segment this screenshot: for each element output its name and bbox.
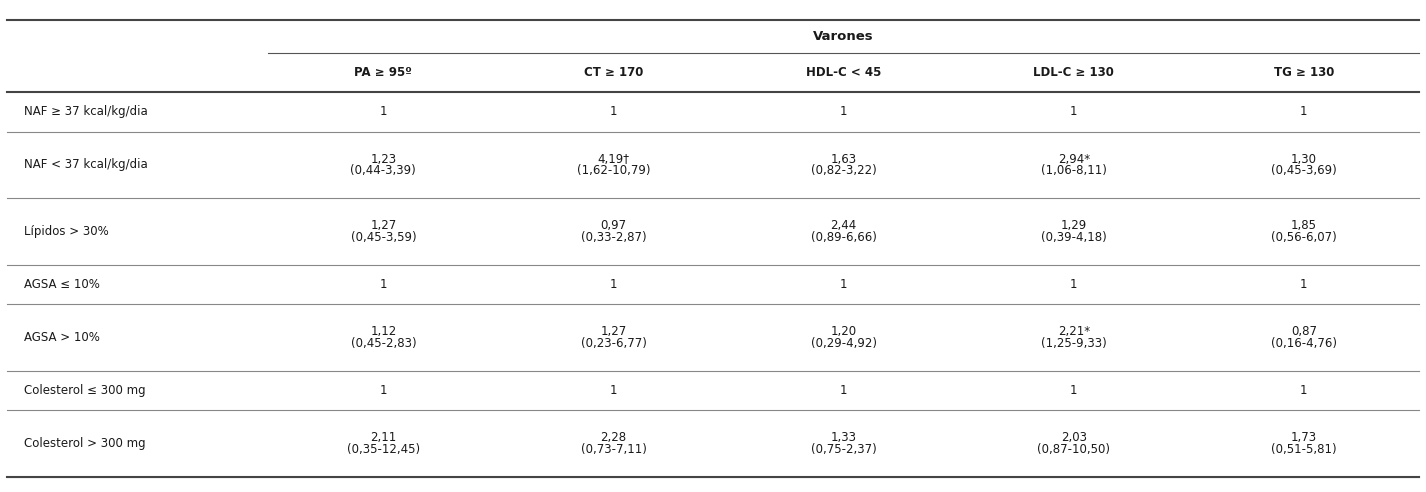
Text: 1,23: 1,23 — [371, 153, 396, 165]
Text: 1,63: 1,63 — [830, 153, 857, 165]
Text: (0,44-3,39): (0,44-3,39) — [351, 164, 416, 178]
Text: 1: 1 — [379, 278, 386, 291]
Text: 1: 1 — [1301, 105, 1308, 119]
Text: NAF ≥ 37 kcal/kg/dia: NAF ≥ 37 kcal/kg/dia — [24, 105, 148, 119]
Text: Lípidos > 30%: Lípidos > 30% — [24, 225, 108, 238]
Text: (0,29-4,92): (0,29-4,92) — [810, 337, 877, 350]
Text: 1,33: 1,33 — [830, 431, 857, 444]
Text: 2,44: 2,44 — [830, 219, 857, 232]
Text: (0,73-7,11): (0,73-7,11) — [580, 443, 646, 456]
Text: 1: 1 — [840, 278, 847, 291]
Text: 1,30: 1,30 — [1291, 153, 1316, 165]
Text: 2,03: 2,03 — [1061, 431, 1087, 444]
Text: Varones: Varones — [813, 30, 874, 43]
Text: (0,45-3,69): (0,45-3,69) — [1271, 164, 1336, 178]
Text: NAF < 37 kcal/kg/dia: NAF < 37 kcal/kg/dia — [24, 158, 148, 172]
Text: Colesterol > 300 mg: Colesterol > 300 mg — [24, 437, 145, 450]
Text: 1: 1 — [379, 384, 386, 398]
Text: 1: 1 — [610, 105, 617, 119]
Text: 1,27: 1,27 — [371, 219, 396, 232]
Text: (1,62-10,79): (1,62-10,79) — [576, 164, 650, 178]
Text: 1: 1 — [1070, 384, 1078, 398]
Text: 1: 1 — [1301, 278, 1308, 291]
Text: 1: 1 — [1070, 105, 1078, 119]
Text: LDL-C ≥ 130: LDL-C ≥ 130 — [1034, 66, 1114, 79]
Text: (1,25-9,33): (1,25-9,33) — [1041, 337, 1107, 350]
Text: 2,94*: 2,94* — [1058, 153, 1089, 165]
Text: 1,12: 1,12 — [371, 325, 396, 338]
Text: 1,29: 1,29 — [1061, 219, 1087, 232]
Text: (0,16-4,76): (0,16-4,76) — [1271, 337, 1336, 350]
Text: 1: 1 — [840, 384, 847, 398]
Text: 1: 1 — [840, 105, 847, 119]
Text: 1: 1 — [610, 278, 617, 291]
Text: 1: 1 — [1301, 384, 1308, 398]
Text: 1,27: 1,27 — [600, 325, 626, 338]
Text: 1: 1 — [610, 384, 617, 398]
Text: TG ≥ 130: TG ≥ 130 — [1273, 66, 1333, 79]
Text: (0,87-10,50): (0,87-10,50) — [1037, 443, 1111, 456]
Text: 1: 1 — [379, 105, 386, 119]
Text: HDL-C < 45: HDL-C < 45 — [806, 66, 881, 79]
Text: 0,97: 0,97 — [600, 219, 626, 232]
Text: 1,85: 1,85 — [1291, 219, 1316, 232]
Text: AGSA ≤ 10%: AGSA ≤ 10% — [24, 278, 100, 291]
Text: 1: 1 — [1070, 278, 1078, 291]
Text: PA ≥ 95º: PA ≥ 95º — [355, 66, 412, 79]
Text: (0,45-2,83): (0,45-2,83) — [351, 337, 416, 350]
Text: 1,20: 1,20 — [830, 325, 857, 338]
Text: Colesterol ≤ 300 mg: Colesterol ≤ 300 mg — [24, 384, 145, 398]
Text: (1,06-8,11): (1,06-8,11) — [1041, 164, 1107, 178]
Text: AGSA > 10%: AGSA > 10% — [24, 331, 100, 344]
Text: 2,11: 2,11 — [371, 431, 396, 444]
Text: (0,82-3,22): (0,82-3,22) — [811, 164, 877, 178]
Text: (0,56-6,07): (0,56-6,07) — [1271, 231, 1336, 244]
Text: (0,33-2,87): (0,33-2,87) — [580, 231, 646, 244]
Text: 2,21*: 2,21* — [1058, 325, 1089, 338]
Text: 0,87: 0,87 — [1291, 325, 1316, 338]
Text: 2,28: 2,28 — [600, 431, 626, 444]
Text: (0,45-3,59): (0,45-3,59) — [351, 231, 416, 244]
Text: (0,23-6,77): (0,23-6,77) — [580, 337, 646, 350]
Text: (0,39-4,18): (0,39-4,18) — [1041, 231, 1107, 244]
Text: (0,89-6,66): (0,89-6,66) — [810, 231, 877, 244]
Text: 4,19†: 4,19† — [597, 153, 629, 165]
Text: (0,51-5,81): (0,51-5,81) — [1271, 443, 1336, 456]
Text: 1,73: 1,73 — [1291, 431, 1316, 444]
Text: (0,75-2,37): (0,75-2,37) — [811, 443, 877, 456]
Text: (0,35-12,45): (0,35-12,45) — [347, 443, 419, 456]
Text: CT ≥ 170: CT ≥ 170 — [583, 66, 643, 79]
